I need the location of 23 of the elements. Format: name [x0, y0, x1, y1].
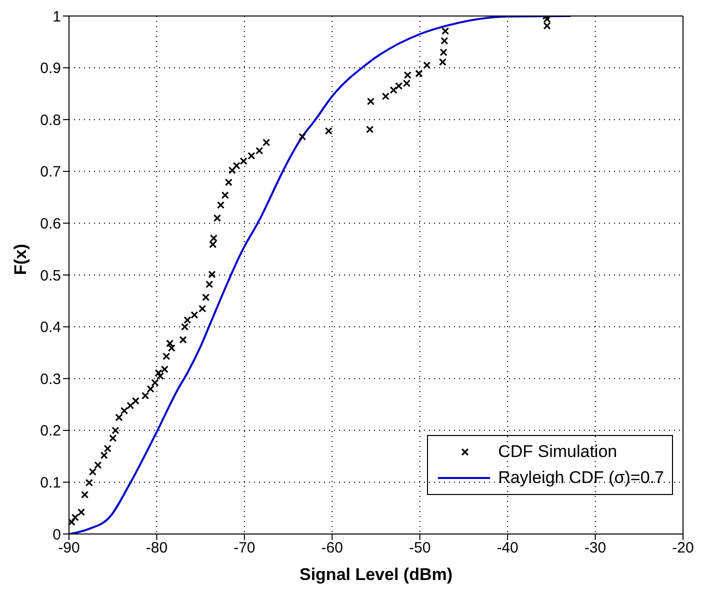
x-tick-label: -40 — [496, 540, 518, 557]
x-tick-label: -60 — [321, 540, 343, 557]
legend-label: Rayleigh CDF (σ)=0.7 — [498, 468, 664, 488]
y-tick-label: 0.3 — [40, 370, 61, 388]
y-tick-label: 0.8 — [40, 112, 61, 129]
y-tick-label: 1 — [52, 8, 61, 26]
y-tick-label: 0.6 — [40, 216, 61, 233]
x-tick-label: -20 — [672, 540, 694, 557]
y-tick-label: 0.2 — [40, 422, 61, 440]
x-axis-title: Signal Level (dBm) — [299, 565, 453, 584]
legend-label: CDF Simulation — [498, 442, 618, 462]
y-axis-title: F(x) — [11, 244, 30, 275]
x-tick-label: -80 — [146, 540, 168, 557]
y-tick-label: 0 — [52, 526, 61, 544]
y-tick-label: 0.4 — [40, 319, 61, 336]
x-tick-label: -50 — [409, 540, 431, 557]
x-tick-label: -70 — [234, 540, 256, 557]
y-tick-label: 0.7 — [40, 164, 61, 181]
x-tick-label: -90 — [58, 540, 80, 557]
y-tick-label: 0.9 — [40, 60, 61, 78]
x-tick-label: -30 — [584, 540, 606, 557]
y-tick-label: 0.5 — [40, 267, 61, 284]
y-tick-label: 0.1 — [40, 474, 61, 492]
